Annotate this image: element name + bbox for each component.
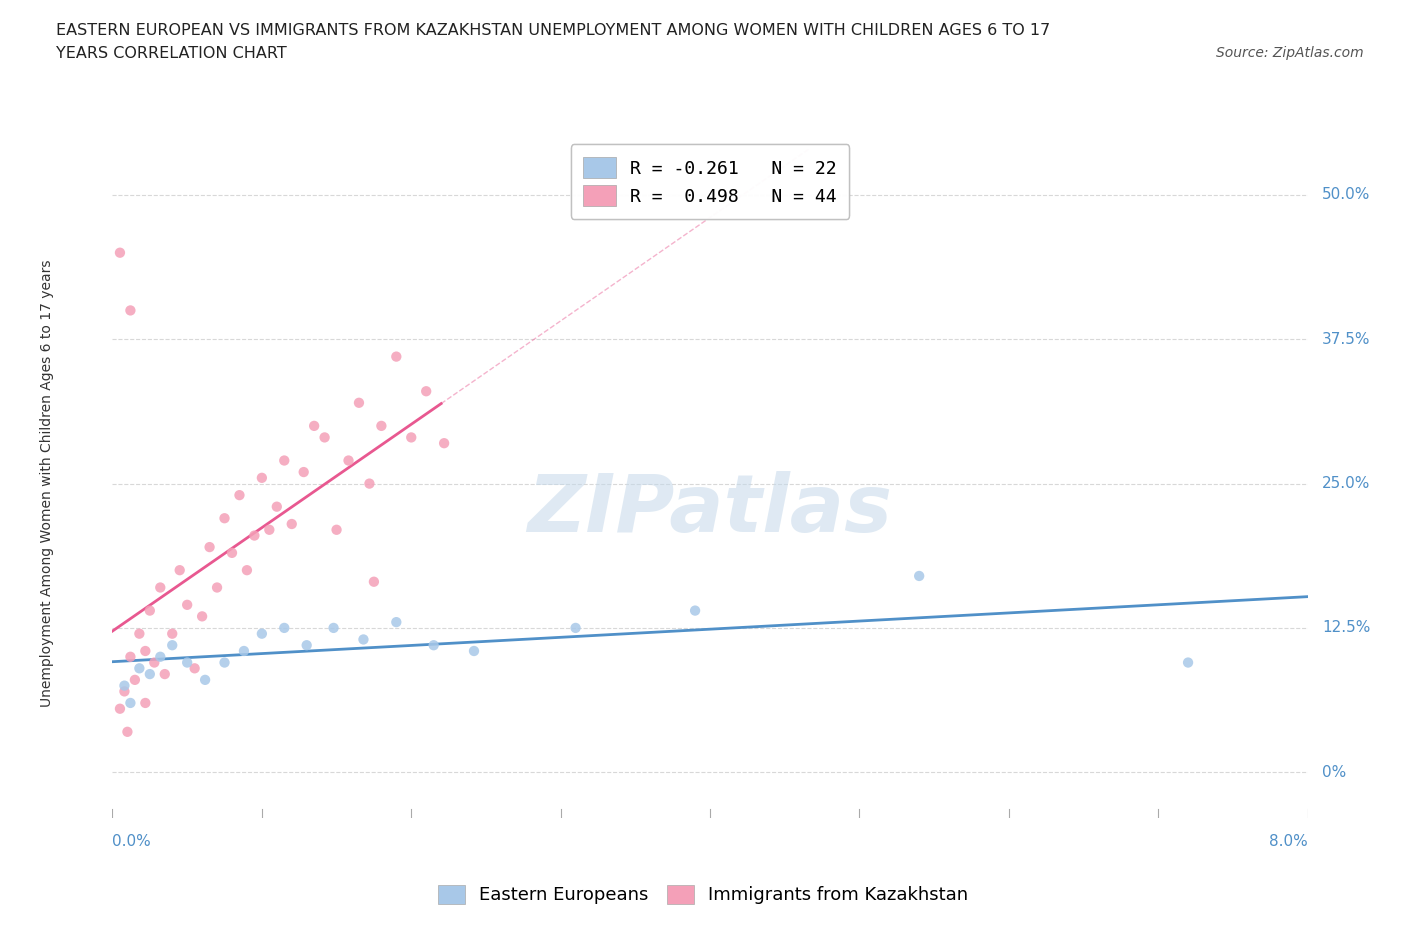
Point — [134, 696, 156, 711]
Point — [325, 523, 347, 538]
Text: YEARS CORRELATION CHART: YEARS CORRELATION CHART — [56, 46, 287, 61]
Text: 0.0%: 0.0% — [112, 834, 152, 849]
Point — [250, 471, 273, 485]
Point — [243, 528, 266, 543]
Point — [463, 644, 485, 658]
Point — [120, 303, 142, 318]
Point — [128, 626, 150, 641]
Point — [322, 620, 344, 635]
Point — [162, 626, 183, 641]
Point — [385, 615, 408, 630]
Point — [259, 523, 281, 538]
Text: 25.0%: 25.0% — [1322, 476, 1371, 491]
Point — [120, 649, 142, 664]
Point — [363, 575, 385, 590]
Point — [149, 649, 172, 664]
Point — [194, 672, 217, 687]
Point — [149, 580, 172, 595]
Point — [191, 609, 214, 624]
Text: 8.0%: 8.0% — [1268, 834, 1308, 849]
Point — [415, 384, 437, 399]
Point — [117, 724, 139, 739]
Point — [385, 349, 408, 364]
Point — [124, 672, 146, 687]
Point — [683, 604, 706, 618]
Point — [422, 638, 444, 653]
Point — [266, 499, 288, 514]
Point — [314, 430, 336, 445]
Point — [214, 511, 236, 525]
Point — [1177, 655, 1199, 670]
Legend: R = -0.261   N = 22, R =  0.498   N = 44: R = -0.261 N = 22, R = 0.498 N = 44 — [571, 144, 849, 219]
Point — [352, 632, 374, 647]
Point — [120, 696, 142, 711]
Point — [359, 476, 381, 491]
Point — [232, 644, 256, 658]
Point — [108, 701, 131, 716]
Point — [564, 620, 586, 635]
Point — [162, 638, 183, 653]
Point — [139, 604, 162, 618]
Point — [273, 620, 295, 635]
Point — [908, 568, 931, 583]
Point — [108, 246, 131, 260]
Point — [128, 661, 150, 676]
Point — [176, 597, 198, 612]
Legend: Eastern Europeans, Immigrants from Kazakhstan: Eastern Europeans, Immigrants from Kazak… — [430, 878, 976, 911]
Text: 50.0%: 50.0% — [1322, 188, 1371, 203]
Point — [236, 563, 259, 578]
Point — [370, 418, 392, 433]
Point — [302, 418, 325, 433]
Point — [176, 655, 198, 670]
Point — [214, 655, 236, 670]
Point — [198, 539, 221, 554]
Text: 12.5%: 12.5% — [1322, 620, 1371, 635]
Point — [281, 516, 304, 531]
Text: EASTERN EUROPEAN VS IMMIGRANTS FROM KAZAKHSTAN UNEMPLOYMENT AMONG WOMEN WITH CHI: EASTERN EUROPEAN VS IMMIGRANTS FROM KAZA… — [56, 23, 1050, 38]
Point — [273, 453, 295, 468]
Text: Unemployment Among Women with Children Ages 6 to 17 years: Unemployment Among Women with Children A… — [39, 259, 53, 708]
Point — [139, 667, 162, 682]
Point — [292, 465, 315, 480]
Point — [205, 580, 228, 595]
Point — [337, 453, 360, 468]
Point — [295, 638, 318, 653]
Point — [221, 545, 243, 560]
Text: 0%: 0% — [1322, 764, 1346, 779]
Point — [153, 667, 176, 682]
Point — [433, 436, 456, 451]
Text: Source: ZipAtlas.com: Source: ZipAtlas.com — [1216, 46, 1364, 60]
Text: 37.5%: 37.5% — [1322, 332, 1371, 347]
Text: ZIPatlas: ZIPatlas — [527, 472, 893, 550]
Point — [228, 487, 250, 502]
Point — [114, 678, 135, 693]
Point — [183, 661, 205, 676]
Point — [401, 430, 423, 445]
Point — [114, 684, 135, 698]
Point — [143, 655, 166, 670]
Point — [250, 626, 273, 641]
Point — [347, 395, 370, 410]
Point — [134, 644, 156, 658]
Point — [169, 563, 191, 578]
